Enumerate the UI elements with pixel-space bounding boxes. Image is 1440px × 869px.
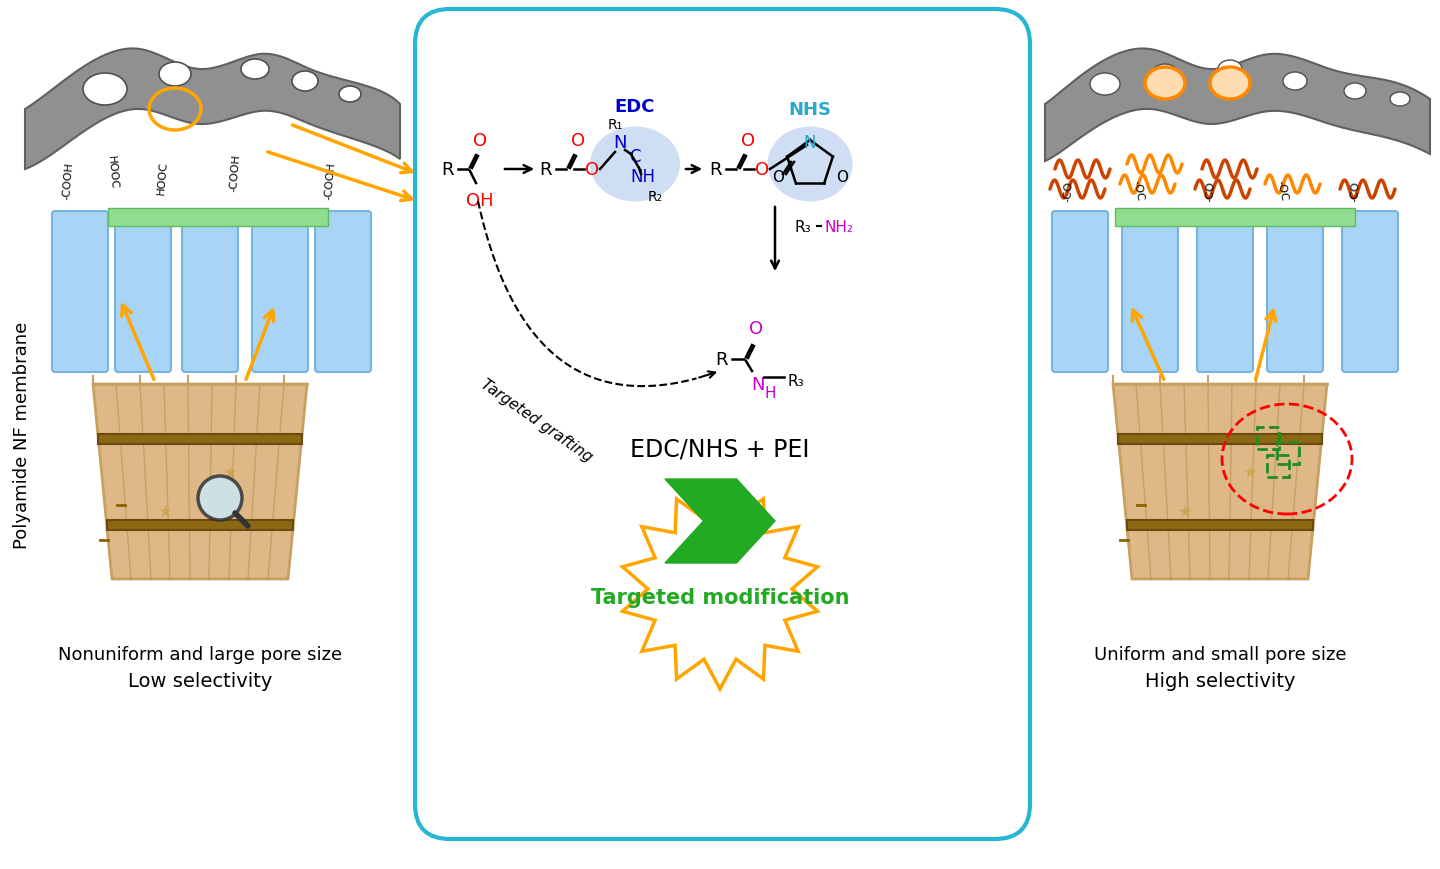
Text: ★: ★ [223, 463, 238, 481]
Polygon shape [94, 385, 307, 580]
Circle shape [199, 476, 242, 521]
Ellipse shape [338, 87, 361, 103]
Text: -COOH: -COOH [229, 154, 242, 192]
Polygon shape [622, 489, 818, 689]
Text: -OC: -OC [1276, 180, 1289, 202]
Text: O: O [755, 161, 769, 179]
Text: N: N [804, 134, 816, 152]
Bar [1115, 209, 1355, 227]
Text: ★: ★ [1178, 502, 1192, 521]
Text: OH: OH [467, 192, 494, 209]
Bar [1128, 521, 1313, 530]
FancyBboxPatch shape [315, 212, 372, 373]
Text: Polyamide NF membrane: Polyamide NF membrane [13, 321, 32, 548]
Text: ★: ★ [1243, 463, 1257, 481]
Text: R₁: R₁ [608, 118, 622, 132]
Bar [108, 209, 328, 227]
Text: NH: NH [631, 168, 655, 186]
FancyBboxPatch shape [415, 10, 1030, 839]
Ellipse shape [1145, 68, 1185, 100]
Text: R: R [716, 350, 729, 368]
Ellipse shape [84, 74, 127, 106]
Ellipse shape [240, 60, 269, 80]
FancyBboxPatch shape [1342, 212, 1398, 373]
Text: N: N [613, 134, 626, 152]
FancyBboxPatch shape [1122, 212, 1178, 373]
Ellipse shape [1218, 61, 1241, 79]
Bar [107, 521, 292, 530]
Polygon shape [1045, 50, 1430, 162]
Text: O: O [837, 169, 848, 184]
Ellipse shape [1152, 65, 1178, 85]
Text: -COOH: -COOH [324, 162, 337, 200]
Text: C: C [629, 148, 641, 166]
Text: Uniform and small pore size: Uniform and small pore size [1094, 646, 1346, 663]
Text: -OC: -OC [1132, 180, 1145, 202]
Text: ★: ★ [157, 502, 173, 521]
Text: EDC/NHS + PEI: EDC/NHS + PEI [631, 437, 809, 461]
Text: R: R [540, 161, 552, 179]
Text: -CO: -CO [1204, 181, 1215, 202]
Text: HOOC: HOOC [156, 161, 168, 195]
Ellipse shape [1390, 93, 1410, 107]
Text: H: H [765, 386, 776, 401]
Ellipse shape [1210, 68, 1250, 100]
Text: R₂: R₂ [648, 189, 662, 203]
Text: High selectivity: High selectivity [1145, 672, 1295, 691]
Text: O: O [749, 320, 763, 338]
Polygon shape [665, 480, 775, 563]
Text: NH₂: NH₂ [825, 219, 854, 235]
Text: R₃: R₃ [795, 219, 812, 235]
Ellipse shape [590, 128, 680, 202]
Polygon shape [24, 50, 400, 169]
Text: -CO: -CO [1349, 181, 1361, 202]
FancyBboxPatch shape [1267, 212, 1323, 373]
Bar [1267, 455, 1289, 477]
Text: HOOC: HOOC [105, 156, 118, 189]
Text: R₃: R₃ [788, 374, 805, 389]
Bar [1257, 428, 1279, 449]
Text: O: O [772, 169, 783, 184]
FancyBboxPatch shape [1053, 212, 1107, 373]
FancyBboxPatch shape [115, 212, 171, 373]
Text: -CO: -CO [1063, 181, 1074, 202]
Text: Low selectivity: Low selectivity [128, 672, 272, 691]
Ellipse shape [1283, 73, 1308, 91]
Bar [98, 434, 302, 444]
Text: Targeted grafting: Targeted grafting [478, 376, 595, 464]
Text: R: R [710, 161, 721, 179]
Bar [1277, 442, 1299, 464]
Text: -COOH: -COOH [62, 162, 75, 200]
Text: O: O [472, 132, 487, 149]
Text: R: R [442, 161, 454, 179]
Text: O: O [585, 161, 599, 179]
Text: O: O [742, 132, 755, 149]
Bar [1117, 434, 1322, 444]
Text: N: N [752, 375, 765, 394]
Text: EDC: EDC [615, 98, 655, 116]
Ellipse shape [1090, 74, 1120, 96]
Text: O: O [570, 132, 585, 149]
Text: Targeted modification: Targeted modification [590, 587, 850, 607]
FancyBboxPatch shape [1197, 212, 1253, 373]
Ellipse shape [292, 72, 318, 92]
FancyBboxPatch shape [181, 212, 238, 373]
Ellipse shape [1344, 84, 1367, 100]
FancyBboxPatch shape [52, 212, 108, 373]
Text: Nonuniform and large pore size: Nonuniform and large pore size [58, 646, 343, 663]
FancyBboxPatch shape [252, 212, 308, 373]
Text: NHS: NHS [789, 101, 831, 119]
Ellipse shape [768, 128, 852, 202]
Ellipse shape [158, 63, 192, 87]
Polygon shape [1113, 385, 1328, 580]
